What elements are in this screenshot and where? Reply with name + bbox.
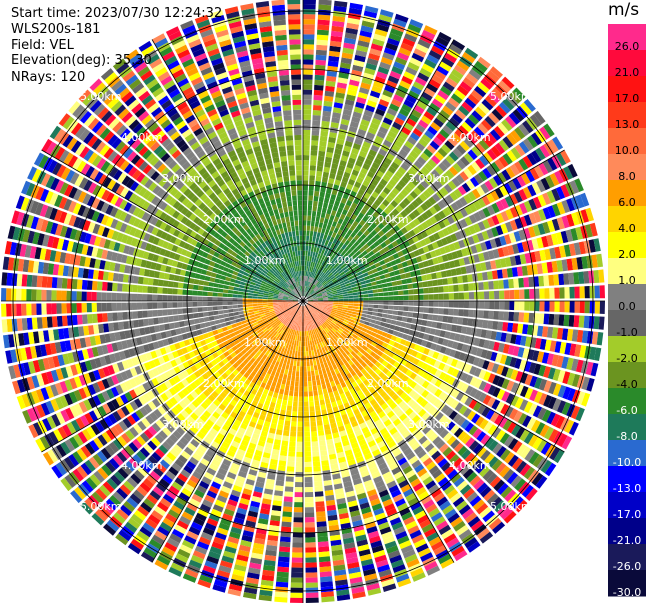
range-ring-label: 3.00km (408, 418, 450, 431)
range-ring-label: 2.00km (203, 377, 245, 390)
colorbar-segment (608, 206, 646, 233)
colorbar-segment (608, 76, 646, 103)
range-ring-label: 3.00km (162, 172, 204, 185)
range-ring-label: 1.00km (326, 336, 368, 349)
range-ring-label: 2.00km (203, 213, 245, 226)
range-ring-label: 2.00km (367, 213, 409, 226)
radar-gates (1, 0, 605, 603)
range-ring-label: 5.00km (80, 500, 122, 513)
colorbar-segment (608, 440, 646, 467)
range-ring-label: 4.00km (121, 459, 163, 472)
colorbar-tick-label: -21.0 (612, 534, 642, 548)
colorbar-segment (608, 232, 646, 259)
colorbar-tick-label: -1.0 (616, 326, 638, 340)
colorbar-tick-label: -13.0 (612, 482, 642, 496)
range-ring-label: 2.00km (367, 377, 409, 390)
range-ring-label: 1.00km (244, 254, 286, 267)
colorbar-segment (608, 128, 646, 155)
azimuth-spoke (41, 149, 304, 302)
azimuth-spoke (302, 300, 455, 563)
colorbar-tick-label: -2.0 (616, 352, 638, 366)
colorbar-tick-label: 21.0 (614, 66, 640, 80)
elevation-label: Elevation(deg): 35.30 (11, 53, 152, 68)
colorbar-segment (608, 310, 646, 337)
colorbar-segment (608, 466, 646, 493)
colorbar-segment (608, 544, 646, 571)
instrument-label: WLS200s-181 (11, 22, 101, 37)
range-ring-label: 4.00km (449, 131, 491, 144)
range-ring-label: 4.00km (121, 131, 163, 144)
colorbar-segment (608, 24, 646, 51)
colorbar-tick-label: -6.0 (616, 404, 638, 418)
azimuth-spoke (41, 300, 304, 453)
colorbar-tick-label: -10.0 (612, 456, 642, 470)
field-label: Field: VEL (11, 38, 74, 53)
colorbar-tick-label: -17.0 (612, 508, 642, 522)
colorbar-tick-label: 6.0 (618, 196, 636, 210)
azimuth-spoke (302, 149, 565, 302)
colorbar-segment (608, 570, 646, 597)
range-rings: 1.00km 1.00km 1.00km 1.00km 2.00km 2.00km 2.00… (1, 0, 605, 603)
colorbar-tick-label: 26.0 (614, 40, 640, 54)
azimuth-spoke (302, 39, 455, 302)
colorbar-segment (608, 180, 646, 207)
colorbar-tick-label: 4.0 (618, 222, 636, 236)
colorbar-tick-label: 0.0 (618, 300, 636, 314)
colorbar-tick-label: 17.0 (614, 92, 640, 106)
range-ring-label: 3.00km (408, 172, 450, 185)
azimuth-spoke (151, 39, 304, 302)
colorbar-segment (608, 154, 646, 181)
colorbar-segment (608, 336, 646, 363)
colorbar-segment (608, 284, 646, 311)
start-time-label: Start time: 2023/07/30 12:24:32 (11, 6, 223, 21)
colorbar-tick-label: 10.0 (614, 144, 640, 158)
range-ring-label: 1.00km (244, 336, 286, 349)
azimuth-spoke (151, 300, 304, 563)
colorbar-tick-label: 1.0 (618, 274, 636, 288)
range-ring-label: 4.00km (449, 459, 491, 472)
colorbar-segment (608, 414, 646, 441)
range-ring-label: 5.00km (490, 500, 532, 513)
colorbar-segment (608, 102, 646, 129)
colorbar-tick-label: -8.0 (616, 430, 638, 444)
range-ring-label: 5.00km (490, 90, 532, 103)
colorbar-tick-label: -4.0 (616, 378, 638, 392)
colorbar-tick-label: 2.0 (618, 248, 636, 262)
colorbar-segment (608, 362, 646, 389)
nrays-label: NRays: 120 (11, 70, 86, 85)
colorbar-segment (608, 518, 646, 545)
colorbar-segment (608, 492, 646, 519)
range-ring-label: 3.00km (162, 418, 204, 431)
colorbar (608, 24, 646, 597)
azimuth-spoke (302, 300, 565, 453)
colorbar-segment (608, 50, 646, 77)
colorbar-tick-label: 13.0 (614, 118, 640, 132)
colorbar-tick-label: -30.0 (612, 586, 642, 600)
colorbar-unit: m/s (608, 0, 640, 20)
colorbar-tick-label: 8.0 (618, 170, 636, 184)
range-ring-label: 1.00km (326, 254, 368, 267)
colorbar-segment (608, 388, 646, 415)
colorbar-segment (608, 258, 646, 285)
range-ring-label: 5.00km (80, 90, 122, 103)
colorbar-tick-label: -26.0 (612, 560, 642, 574)
